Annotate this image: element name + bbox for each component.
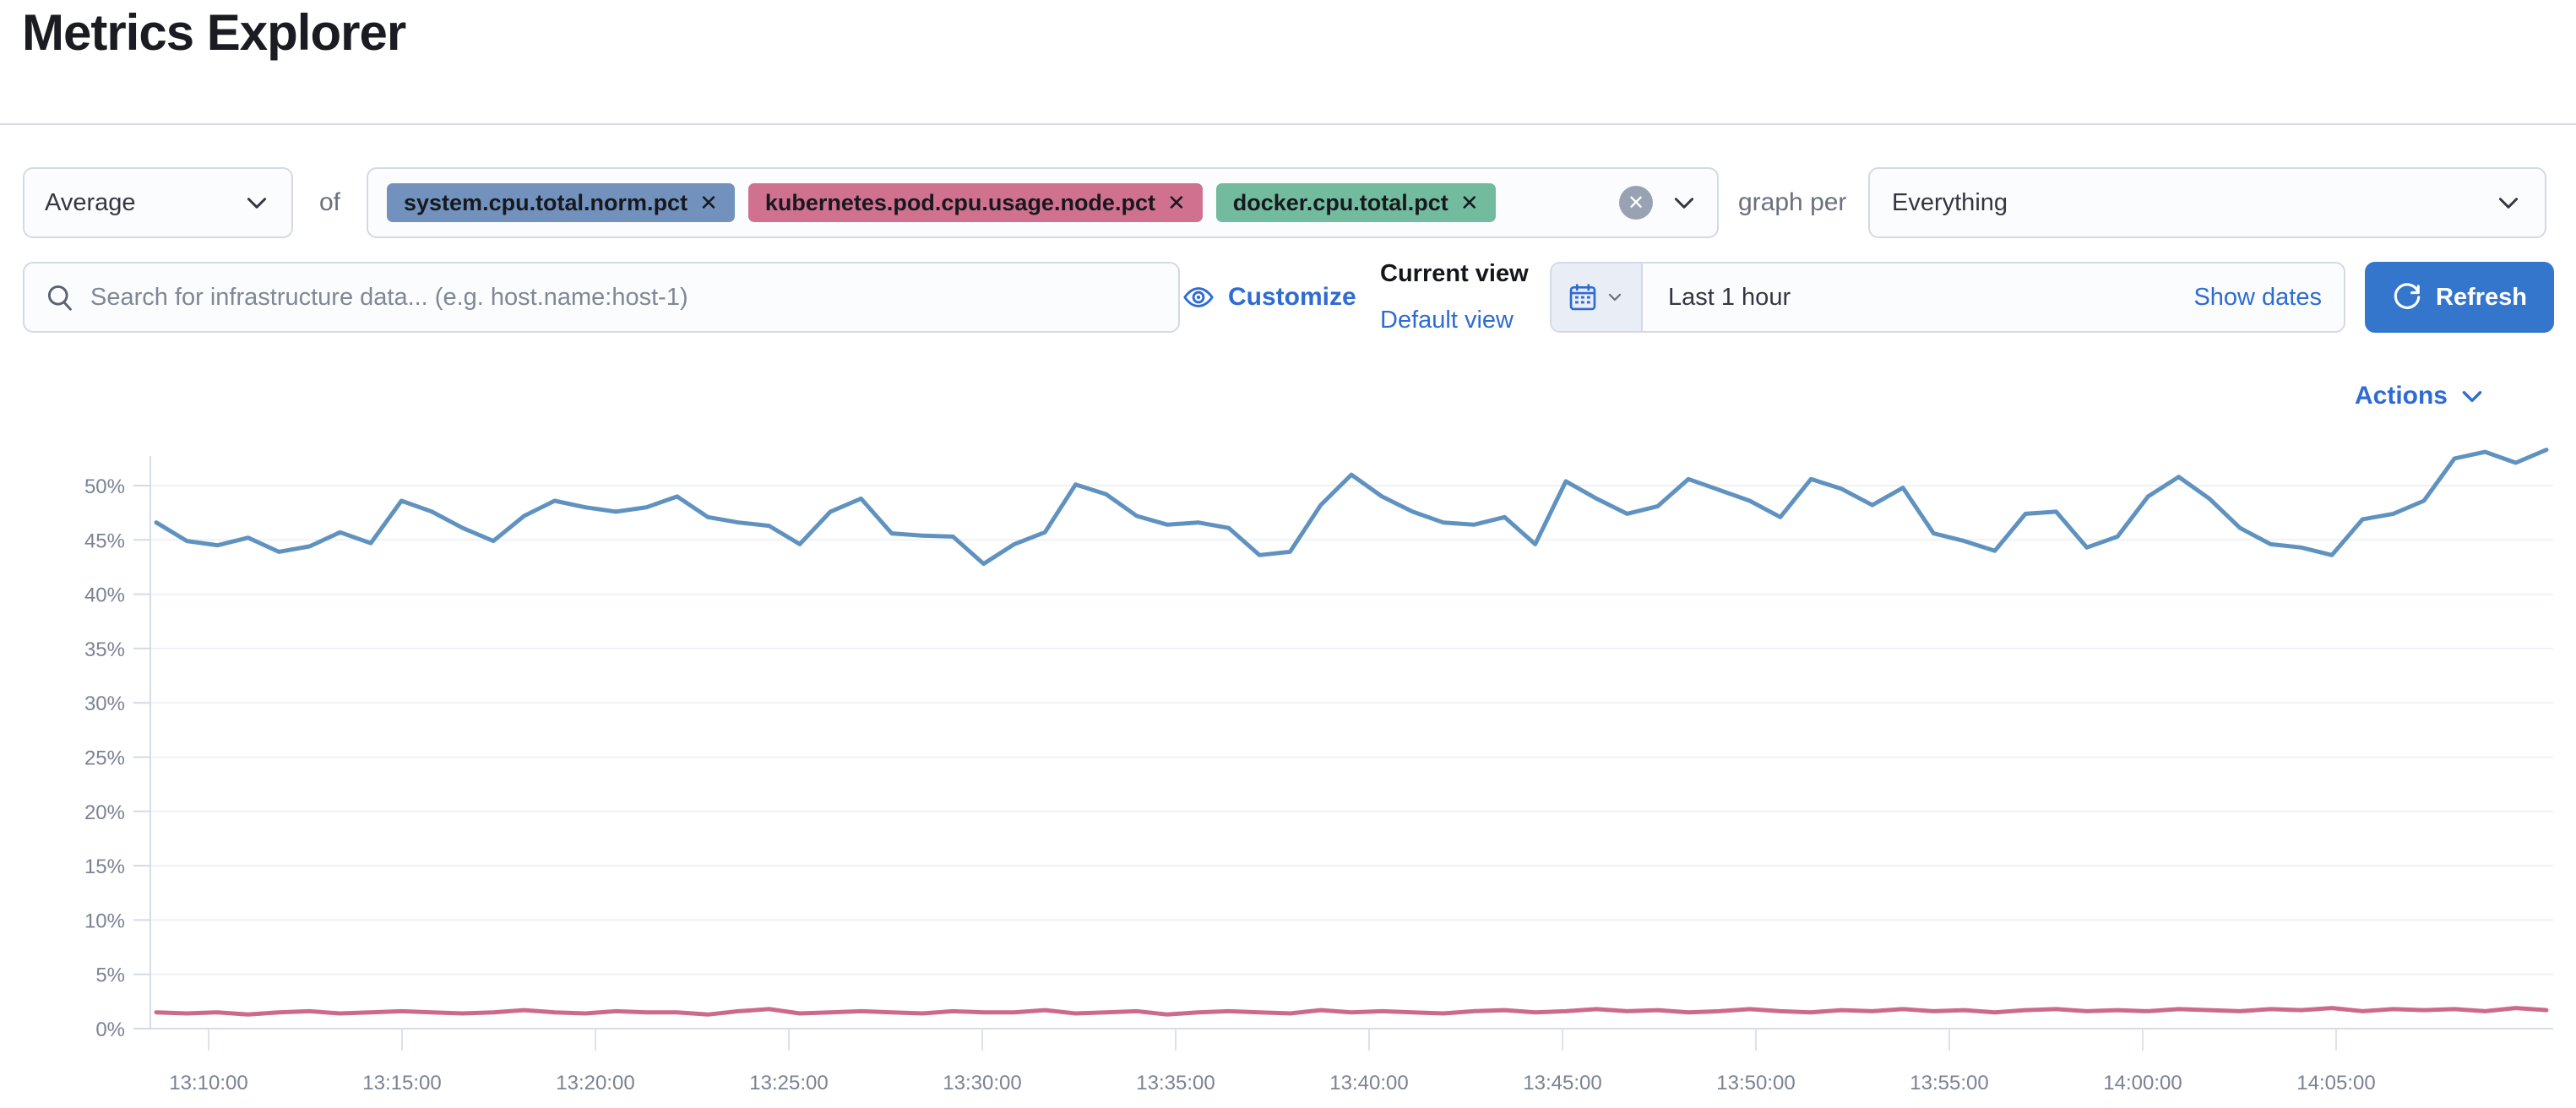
search-placeholder: Search for infrastructure data... (e.g. …: [90, 283, 688, 311]
x-axis-label: 13:15:00: [362, 1072, 441, 1094]
page-title: Metrics Explorer: [22, 4, 406, 61]
metric-pill[interactable]: docker.cpu.total.pct ✕: [1215, 183, 1496, 222]
y-axis-label: 5%: [95, 964, 125, 987]
x-axis-label: 13:20:00: [556, 1072, 634, 1094]
y-axis-label: 30%: [84, 692, 125, 715]
series-line: [154, 1006, 2549, 1017]
chevron-down-icon: [2458, 382, 2486, 410]
y-axis-label: 50%: [84, 475, 125, 498]
actions-label: Actions: [2354, 382, 2448, 410]
y-axis-label: 0%: [95, 1018, 125, 1041]
aggregation-value: Average: [45, 188, 136, 216]
x-axis-label: 13:10:00: [169, 1072, 247, 1094]
chevron-down-icon: [1605, 287, 1625, 307]
date-picker[interactable]: Last 1 hour Show dates: [1550, 262, 2345, 333]
chevron-down-icon[interactable]: [1670, 188, 1698, 217]
refresh-icon: [2392, 282, 2422, 312]
chevron-down-icon: [2494, 188, 2523, 217]
metric-pill[interactable]: system.cpu.total.norm.pct ✕: [387, 183, 735, 222]
show-dates-link[interactable]: Show dates: [2193, 283, 2322, 311]
x-axis-label: 13:55:00: [1910, 1072, 1988, 1094]
time-range-value[interactable]: Last 1 hour: [1668, 283, 1791, 311]
metric-pill-label: docker.cpu.total.pct: [1232, 189, 1448, 215]
customize-button[interactable]: Customize: [1182, 262, 1356, 333]
remove-metric-icon[interactable]: ✕: [1166, 189, 1186, 215]
graph-per-select[interactable]: Everything: [1868, 167, 2546, 238]
graph-per-value: Everything: [1892, 188, 2008, 216]
view-stack: Current view Default view: [1380, 260, 1529, 334]
date-picker-quick-menu[interactable]: [1552, 263, 1643, 331]
x-axis-label: 13:30:00: [943, 1072, 1021, 1094]
x-axis-label: 13:45:00: [1523, 1072, 1601, 1094]
actions-menu-button[interactable]: Actions: [2355, 382, 2486, 410]
metric-pill[interactable]: kubernetes.pod.cpu.usage.node.pct ✕: [747, 183, 1203, 222]
x-axis-label: 13:50:00: [1716, 1072, 1795, 1094]
refresh-label: Refresh: [2436, 283, 2527, 311]
x-axis-label: 13:35:00: [1136, 1072, 1215, 1094]
x-axis-label: 14:00:00: [2103, 1072, 2182, 1094]
y-axis-label: 15%: [84, 855, 125, 878]
y-axis-label: 45%: [84, 530, 125, 552]
metric-pill-label: kubernetes.pod.cpu.usage.node.pct: [764, 189, 1155, 215]
metrics-combobox[interactable]: system.cpu.total.norm.pct ✕ kubernetes.p…: [367, 167, 1719, 238]
remove-metric-icon[interactable]: ✕: [699, 189, 718, 215]
default-view-link[interactable]: Default view: [1380, 307, 1514, 334]
y-axis-label: 20%: [84, 801, 125, 824]
series-line: [154, 448, 2549, 567]
of-label: of: [319, 188, 341, 216]
y-axis-label: 10%: [84, 910, 125, 932]
metric-pill-label: system.cpu.total.norm.pct: [404, 189, 688, 215]
clear-metrics-icon[interactable]: ✕: [1619, 186, 1653, 220]
chevron-down-icon: [242, 188, 271, 217]
current-view-label: Current view: [1380, 260, 1529, 287]
x-axis-label: 14:05:00: [2296, 1072, 2375, 1094]
remove-metric-icon[interactable]: ✕: [1459, 189, 1479, 215]
customize-label: Customize: [1228, 283, 1356, 311]
calendar-icon: [1568, 282, 1598, 312]
eye-icon: [1182, 281, 1215, 313]
header-divider: [0, 123, 2576, 125]
x-axis-label: 13:40:00: [1329, 1072, 1408, 1094]
aggregation-select[interactable]: Average: [23, 167, 293, 238]
x-axis-label: 13:25:00: [749, 1072, 828, 1094]
graph-per-label: graph per: [1738, 188, 1847, 216]
search-icon: [45, 282, 75, 312]
refresh-button[interactable]: Refresh: [2365, 262, 2554, 333]
y-axis-label: 35%: [84, 638, 125, 661]
y-axis-label: 40%: [84, 584, 125, 607]
search-input[interactable]: Search for infrastructure data... (e.g. …: [23, 262, 1180, 333]
y-axis-label: 25%: [84, 747, 125, 770]
